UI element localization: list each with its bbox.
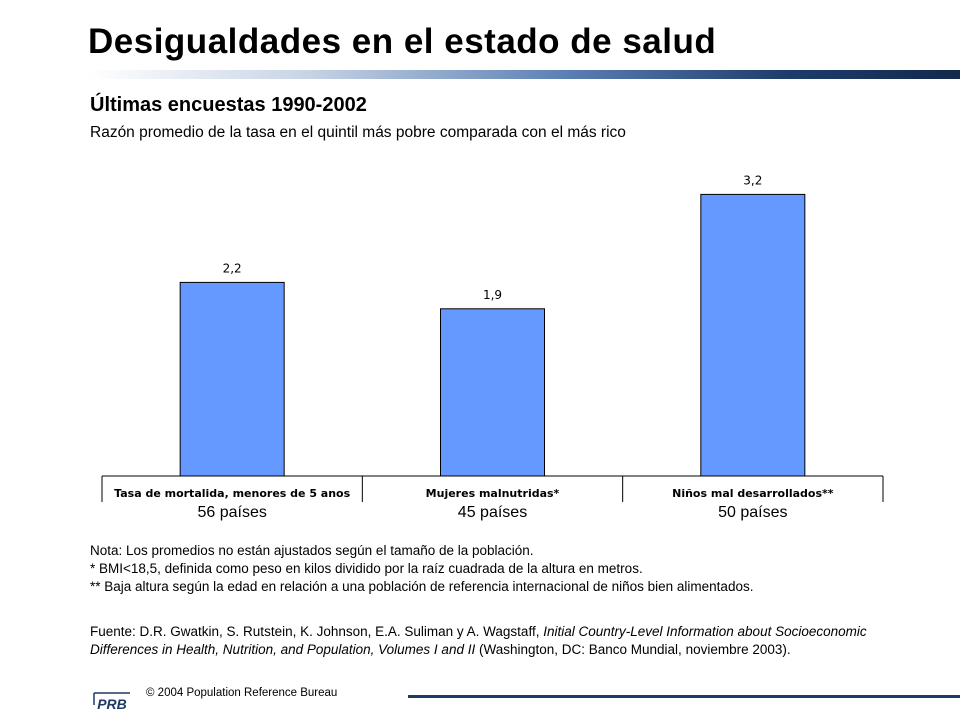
prb-logo: PRB	[90, 683, 134, 717]
category-count-1: 56 países	[197, 504, 267, 521]
category-label: Mujeres malnutridas*	[426, 487, 560, 500]
bar-value-label: 3,2	[743, 173, 762, 187]
title-underline-bar	[88, 70, 960, 79]
copyright-text: © 2004 Population Reference Bureau	[146, 687, 338, 699]
bar-value-label: 2,2	[223, 261, 242, 275]
chart-subtitle: Razón promedio de la tasa en el quintil …	[90, 124, 626, 141]
category-count-2: 45 países	[457, 504, 528, 521]
source-title: Initial Country-Level Information about …	[90, 624, 867, 657]
note-line: ** Baja altura según la edad en relación…	[90, 579, 754, 594]
footer-rule	[408, 695, 960, 698]
note-line: Nota: Los promedios no están ajustados s…	[90, 543, 534, 558]
note-line: * BMI<18,5, definida como peso en kilos …	[90, 561, 643, 576]
logo-text: PRB	[97, 696, 127, 712]
source-prefix: Fuente: D.R. Gwatkin, S. Rutstein, K. Jo…	[90, 624, 544, 639]
bar-value-label: 1,9	[483, 288, 502, 302]
category-count-3: 50 países	[718, 504, 788, 521]
bar-2	[440, 308, 545, 477]
source-suffix: (Washington, DC: Banco Mundial, noviembr…	[475, 642, 791, 657]
bar-1	[179, 281, 285, 477]
chart-notes: Nota: Los promedios no están ajustados s…	[90, 542, 890, 596]
category-label: Tasa de mortalida, menores de 5 anos	[114, 487, 350, 500]
source-citation: Fuente: D.R. Gwatkin, S. Rutstein, K. Jo…	[90, 623, 890, 659]
bar-chart: 2,2 1,9 3,2 Tasa de mortalida, menores de …	[101, 173, 884, 502]
chart-title: Últimas encuestas 1990-2002	[90, 94, 367, 116]
page-title: Desigualdades en el estado de salud	[88, 22, 717, 61]
bar-3	[700, 193, 806, 477]
category-label: Niños mal desarrollados**	[672, 487, 834, 500]
